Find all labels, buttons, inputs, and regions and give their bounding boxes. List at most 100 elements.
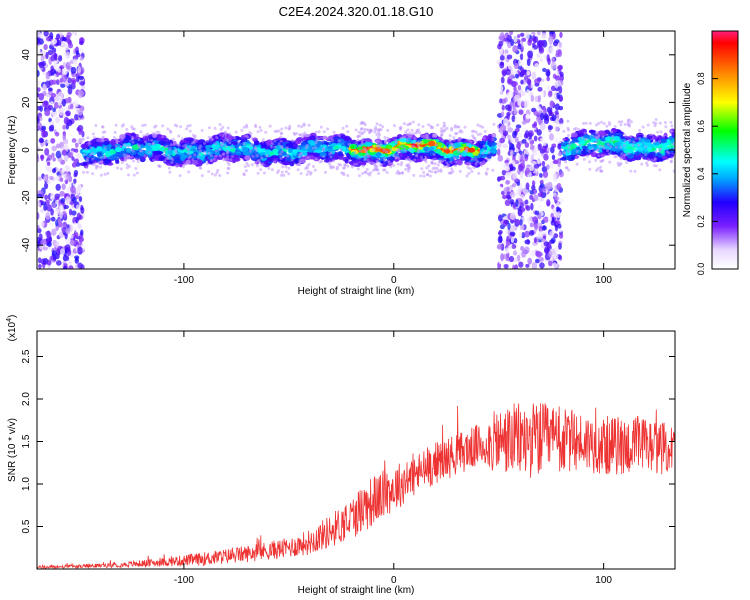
spectrogram-cell xyxy=(50,138,56,144)
spectrogram-cell xyxy=(50,54,56,62)
spectrogram-cell xyxy=(331,159,335,163)
spectrogram-cell xyxy=(605,124,609,128)
spectrogram-cell xyxy=(617,120,621,124)
spectrogram-cell xyxy=(77,223,82,230)
spectrogram-cell xyxy=(85,170,89,174)
spectrogram-cell xyxy=(47,241,52,248)
spectrogram-cell xyxy=(417,144,421,148)
spectrogram-cell xyxy=(569,143,577,149)
spectrogram-cell xyxy=(106,143,112,149)
spectrogram-cell xyxy=(545,164,550,170)
spectrogram-cell xyxy=(218,122,222,126)
spectrogram-cell xyxy=(227,166,231,170)
spectrogram-cell xyxy=(504,166,510,172)
spectrogram-cell xyxy=(338,151,344,157)
spectrogram-cell xyxy=(384,139,388,143)
spectrogram-cell xyxy=(545,85,551,91)
spectrogram-cell xyxy=(253,123,257,127)
spectrogram-cell xyxy=(242,125,246,129)
spectrogram-cell xyxy=(562,129,566,133)
spectrogram-cell xyxy=(244,155,251,161)
spectrogram-cell xyxy=(404,149,408,153)
spectrogram-y-axis-label: Frequency (Hz) xyxy=(7,116,18,185)
spectrogram-cell xyxy=(419,141,423,145)
spectrogram-cell xyxy=(76,162,81,167)
spectrogram-cell xyxy=(558,41,563,48)
spectrogram-cell xyxy=(523,100,528,109)
spectrogram-cell xyxy=(578,140,586,145)
spectrogram-cell xyxy=(479,140,487,145)
spectrogram-cell xyxy=(132,159,136,163)
spectrogram-cell xyxy=(89,153,93,157)
spectrogram-cell xyxy=(387,160,391,164)
spectrogram-cell xyxy=(81,130,85,138)
spectrogram-cell xyxy=(432,153,436,157)
spectrogram-cell xyxy=(496,148,501,157)
spectrogram-cell xyxy=(534,258,540,264)
spectrogram-cell xyxy=(426,135,430,139)
spectrogram-cell xyxy=(577,128,581,132)
spectrogram-cell xyxy=(56,79,60,86)
spectrogram-cell xyxy=(534,223,539,230)
snr-y-tick-label: 1.0 xyxy=(21,477,32,491)
spectrogram-cell xyxy=(265,140,272,146)
spectrogram-cell xyxy=(120,138,124,142)
spectrogram-cell xyxy=(641,125,645,129)
spectrogram-cell xyxy=(423,146,429,152)
spectrogram-cell xyxy=(51,79,57,85)
spectrogram-cell xyxy=(504,32,509,38)
spectrogram-cell xyxy=(478,157,484,162)
spectrogram-cell xyxy=(227,163,231,167)
spectrogram-cell xyxy=(269,151,274,156)
spectrogram-cell xyxy=(65,123,70,130)
spectrogram-cell xyxy=(351,165,355,169)
spectrogram-cell xyxy=(555,70,559,76)
spectrogram-cell xyxy=(557,151,562,157)
spectrogram-cell xyxy=(300,135,304,139)
spectrogram-cell xyxy=(397,147,401,151)
spectrogram-cell xyxy=(513,108,518,115)
spectrogram-cell xyxy=(520,79,524,85)
spectrogram-cell xyxy=(215,136,219,140)
spectrogram-cell xyxy=(470,129,474,133)
snr-series-line xyxy=(37,403,675,569)
spectrogram-cell xyxy=(51,202,57,209)
spectrogram-cell xyxy=(551,143,557,149)
spectrogram-cell xyxy=(57,218,62,225)
spectrogram-cell xyxy=(439,160,443,164)
spectrogram-cell xyxy=(379,128,383,132)
spectrogram-cell xyxy=(546,76,550,82)
spectrogram-cell xyxy=(547,260,553,267)
spectrogram-cell xyxy=(401,171,405,175)
spectrogram-cell xyxy=(229,157,233,161)
spectrogram-cell xyxy=(360,132,364,136)
spectrogram-cell xyxy=(112,136,116,140)
spectrogram-cell xyxy=(514,116,520,124)
spectrogram-y-tick-label: 0 xyxy=(21,147,32,153)
spectrogram-cell xyxy=(356,135,360,139)
spectrogram-cell xyxy=(525,113,531,120)
spectrogram-cell xyxy=(531,261,538,269)
spectrogram-cell xyxy=(554,110,559,116)
spectrogram-cell xyxy=(258,125,262,129)
spectrogram-cell xyxy=(510,149,514,157)
spectrogram-cell xyxy=(305,172,309,176)
spectrogram-cell xyxy=(556,92,561,100)
spectrogram-cell xyxy=(392,164,396,168)
spectrogram-cell xyxy=(504,49,509,55)
spectrogram-cell xyxy=(378,133,382,137)
spectrogram-cell xyxy=(69,239,75,245)
spectrogram-cell xyxy=(309,141,315,146)
spectrogram-cell xyxy=(264,149,271,155)
spectrogram-cell xyxy=(433,162,437,166)
spectrogram-cell xyxy=(518,109,524,115)
spectrogram-cell xyxy=(558,242,562,250)
spectrogram-cell xyxy=(665,150,669,154)
spectrogram-cell xyxy=(339,147,343,151)
spectrogram-cell xyxy=(346,164,350,168)
spectrogram-cell xyxy=(134,154,143,159)
spectrogram-cell xyxy=(619,161,623,165)
snr-y-tick-label: 0.5 xyxy=(21,519,32,533)
spectrogram-cell xyxy=(302,133,311,138)
spectrogram-cell xyxy=(519,67,525,72)
